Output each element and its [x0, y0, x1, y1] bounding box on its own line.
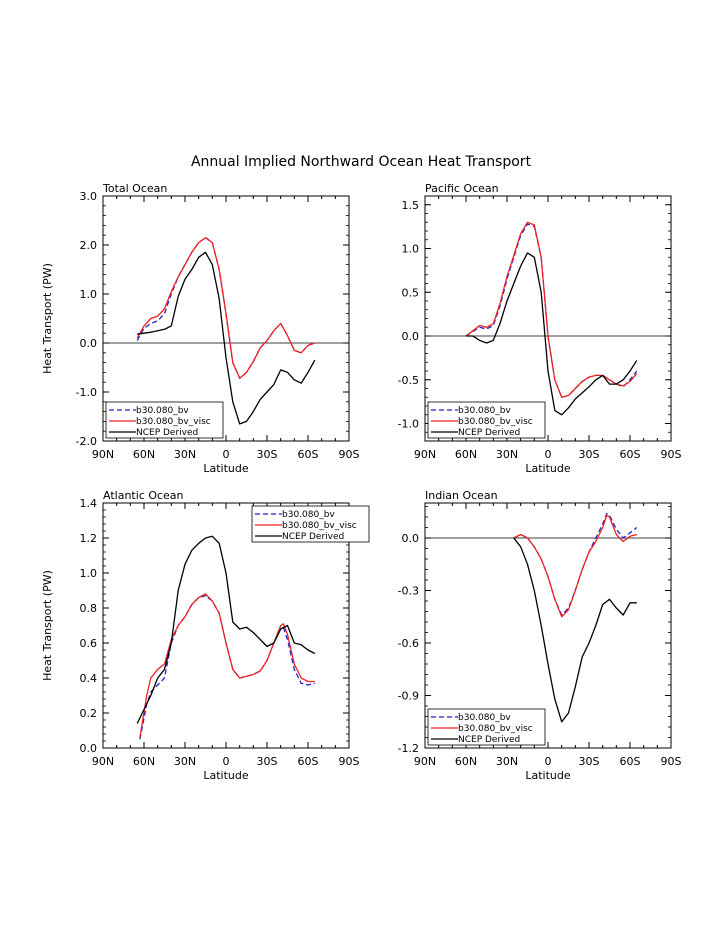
x-tick-label: 30S — [257, 448, 278, 461]
series-line-ncep-derived — [513, 537, 637, 723]
y-tick-label: 0.6 — [80, 637, 98, 650]
legend-label: b30.080_bv — [458, 406, 511, 416]
x-axis-label: Latitude — [203, 769, 249, 782]
series-line-b30-080-bv — [139, 595, 315, 740]
series-line-b30-080-bv — [513, 512, 638, 616]
x-tick-label: 30N — [496, 448, 518, 461]
x-axis-label: Latitude — [525, 769, 571, 782]
y-tick-label: 0.0 — [80, 337, 98, 350]
x-tick-label: 0 — [223, 448, 230, 461]
x-tick-label: 90N — [92, 448, 114, 461]
legend-label: NCEP Derived — [136, 428, 198, 438]
panel-title: Indian Ocean — [425, 489, 498, 502]
panel-atlantic-ocean: 90N 60N 30N 0 30S 60S 90S 0.0 0.2 0.4 0.6 0.8 1.0 1.2… — [41, 489, 370, 782]
y-tick-label: 0.4 — [80, 672, 98, 685]
legend-box — [105, 401, 224, 439]
series-line-b30-080-bv-visc — [136, 236, 316, 379]
x-tick-label: 60N — [133, 448, 155, 461]
series-line-b30-080-bv-visc — [139, 593, 315, 738]
x-tick-label: 30S — [257, 755, 278, 768]
series-line-ncep-derived — [137, 251, 316, 425]
y-tick-label: 0.0 — [402, 330, 420, 343]
x-tick-label: 90S — [661, 448, 682, 461]
y-tick-label: 0.0 — [80, 742, 98, 755]
series-line-b30-080-bv-visc — [465, 221, 638, 398]
y-tick-label: -1.0 — [398, 418, 419, 431]
x-tick-label: 90N — [414, 755, 436, 768]
y-tick-label: 0.0 — [402, 532, 420, 545]
x-tick-label: 60S — [620, 448, 641, 461]
x-tick-label: 30N — [174, 755, 196, 768]
series-line-ncep-derived — [466, 252, 638, 416]
y-tick-label: -0.3 — [398, 585, 419, 598]
y-tick-label: -1.2 — [398, 742, 419, 755]
legend-label: b30.080_bv — [282, 510, 335, 520]
x-tick-label: 0 — [223, 755, 230, 768]
legend-label: b30.080_bv — [136, 406, 189, 416]
legend-label: b30.080_bv_visc — [136, 417, 211, 427]
legend-label: NCEP Derived — [458, 735, 520, 745]
x-axis-label: Latitude — [203, 462, 249, 475]
y-tick-label: 1.4 — [80, 497, 98, 510]
x-tick-label: 0 — [545, 448, 552, 461]
y-axis-label: Heat Transport (PW) — [41, 570, 54, 681]
x-tick-label: 30N — [496, 755, 518, 768]
y-tick-label: -0.6 — [398, 637, 419, 650]
panel-title: Total Ocean — [102, 182, 167, 195]
x-tick-label: 30S — [579, 755, 600, 768]
y-tick-label: -0.9 — [398, 690, 419, 703]
x-tick-label: 60S — [620, 755, 641, 768]
legend-label: b30.080_bv_visc — [282, 521, 357, 531]
y-tick-label: 2.0 — [80, 239, 98, 252]
panel-title: Atlantic Ocean — [103, 489, 184, 502]
legend-label: b30.080_bv — [458, 713, 511, 723]
legend-label: NCEP Derived — [458, 428, 520, 438]
panel-pacific-ocean: 90N 60N 30N 0 30S 60S 90S -1.0 -0.5 0.0 0.5 1.0 1.5 P… — [398, 182, 682, 475]
y-tick-label: 0.5 — [402, 286, 420, 299]
series-line-b30-080-bv — [465, 223, 638, 398]
x-tick-label: 90N — [92, 755, 114, 768]
y-tick-label: 1.5 — [402, 199, 420, 212]
x-tick-label: 0 — [545, 755, 552, 768]
x-tick-label: 60N — [133, 755, 155, 768]
panel-indian-ocean: 90N 60N 30N 0 30S 60S 90S -1.2 -0.9 -0.6 -0.3 0.0 In… — [398, 489, 682, 782]
x-tick-label: 60S — [298, 448, 319, 461]
y-tick-label: 1.0 — [80, 567, 98, 580]
series-line-ncep-derived — [136, 535, 316, 724]
x-tick-label: 60S — [298, 755, 319, 768]
x-tick-label: 60N — [455, 448, 477, 461]
x-axis-label: Latitude — [525, 462, 571, 475]
y-tick-label: -1.0 — [76, 386, 97, 399]
x-tick-label: 90S — [339, 448, 360, 461]
legend-label: b30.080_bv_visc — [458, 724, 533, 734]
y-tick-label: 0.8 — [80, 602, 98, 615]
x-tick-label: 90S — [661, 755, 682, 768]
x-tick-label: 60N — [455, 755, 477, 768]
y-tick-label: 1.0 — [80, 288, 98, 301]
x-tick-label: 90S — [339, 755, 360, 768]
series-line-b30-080-bv-visc — [513, 514, 637, 618]
panel-title: Pacific Ocean — [425, 182, 499, 195]
y-tick-label: 3.0 — [80, 190, 98, 203]
y-tick-label: -0.5 — [398, 374, 419, 387]
x-tick-label: 30S — [579, 448, 600, 461]
y-tick-label: -2.0 — [76, 435, 97, 448]
x-tick-label: 30N — [174, 448, 196, 461]
x-tick-label: 90N — [414, 448, 436, 461]
panel-total-ocean: 90N 60N 30N 0 30S 60S 90S -2.0 -1.0 0.0 1.0 2.0 3.0 T… — [41, 182, 360, 475]
y-axis-label: Heat Transport (PW) — [41, 263, 54, 374]
panels: 90N 60N 30N 0 30S 60S 90S -2.0 -1.0 0.0 1.0 2.0 3.0 T… — [41, 182, 682, 782]
y-tick-label: 1.2 — [80, 532, 98, 545]
legend-label: NCEP Derived — [282, 532, 344, 542]
main-title: Annual Implied Northward Ocean Heat Tran… — [191, 154, 532, 170]
y-tick-label: 1.0 — [402, 243, 420, 256]
legend-label: b30.080_bv_visc — [458, 417, 533, 427]
y-tick-label: 0.2 — [80, 707, 98, 720]
